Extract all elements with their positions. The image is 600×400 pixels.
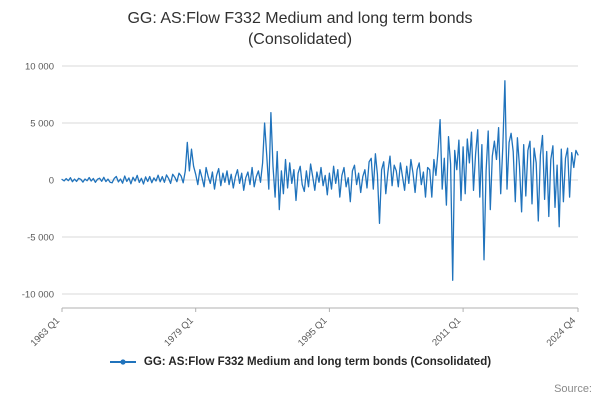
- chart-title-line2: (Consolidated): [247, 31, 353, 49]
- y-tick-label: -10 000: [22, 290, 54, 301]
- y-tick-label: 0: [49, 176, 54, 187]
- legend-label: GG: AS:Flow F332 Medium and long term bo…: [143, 356, 492, 369]
- y-tick-label: 5 000: [30, 119, 54, 130]
- chart-legend[interactable]: GG: AS:Flow F332 Medium and long term bo…: [0, 356, 600, 368]
- x-tick-label: 1963 Q1: [29, 316, 63, 350]
- chart-title-line1: GG: AS:Flow F332 Medium and long term bo…: [127, 10, 473, 27]
- line-chart: -10 000 -5 000 0 5 000 10 000 1963 Q1 1979 Q1 1…: [0, 52, 600, 352]
- x-tick-label: 1995 Q1: [296, 316, 330, 350]
- series-line: [61, 80, 579, 282]
- legend-line-icon: [109, 359, 136, 365]
- y-tick-label: -5 000: [27, 233, 54, 244]
- x-tick-label: 2011 Q1: [430, 316, 463, 349]
- y-tick-label: 10 000: [25, 62, 54, 73]
- chart-title: GG: AS:Flow F332 Medium and long term bo…: [0, 8, 600, 50]
- chart-svg: -10 000 -5 000 0 5 000 10 000 1963 Q1 1979 Q1 1…: [22, 62, 579, 350]
- x-tick-label: 1979 Q1: [162, 316, 196, 350]
- x-tick-label: 2024 Q4: [545, 316, 579, 350]
- source-label: Source:: [554, 383, 592, 395]
